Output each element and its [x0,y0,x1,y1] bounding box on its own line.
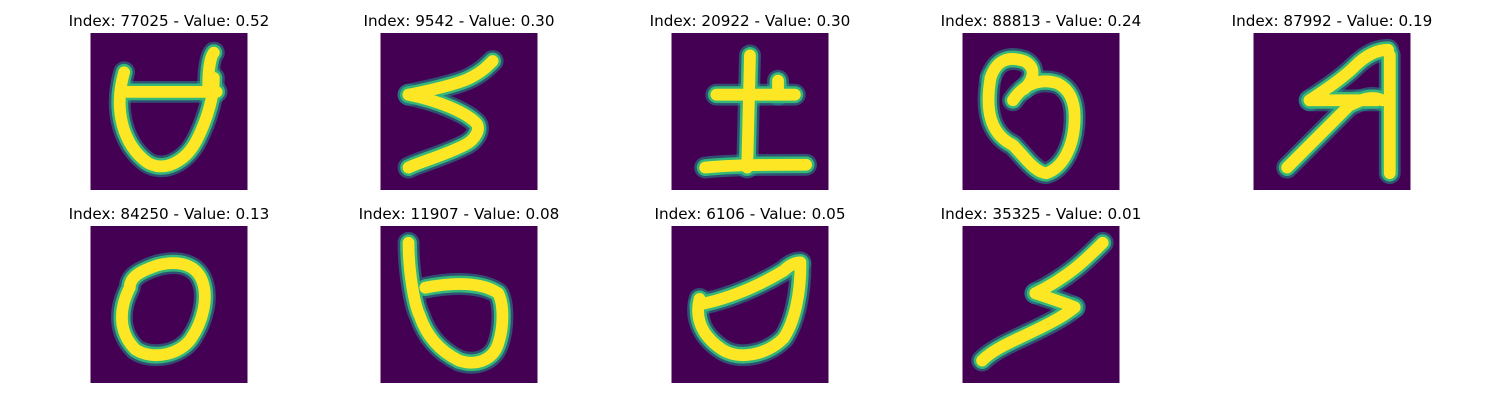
digit-glyph [1253,33,1411,190]
sample-panel: Index: 88813 - Value: 0.24 [931,12,1151,197]
panel-title: Index: 35325 - Value: 0.01 [940,205,1142,223]
panel-title: Index: 11907 - Value: 0.08 [358,205,560,223]
digit-glyph [90,33,248,190]
sample-panel: Index: 20922 - Value: 0.30 [640,12,860,197]
digit-image [380,226,538,383]
sample-panel: Index: 11907 - Value: 0.08 [349,205,569,390]
digit-image [962,226,1120,383]
panel-title: Index: 77025 - Value: 0.52 [68,12,270,30]
digit-glyph [962,33,1120,190]
digit-glyph [671,33,829,190]
panel-title: Index: 84250 - Value: 0.13 [68,205,270,223]
sample-panel: Index: 6106 - Value: 0.05 [640,205,860,390]
digit-image [90,33,248,190]
panel-title: Index: 6106 - Value: 0.05 [654,205,846,223]
digit-image [1253,33,1411,190]
sample-panel: Index: 77025 - Value: 0.52 [59,12,279,197]
digit-glyph [962,226,1120,383]
digit-glyph [671,226,829,383]
sample-panel: Index: 84250 - Value: 0.13 [59,205,279,390]
digit-image [962,33,1120,190]
panel-title: Index: 87992 - Value: 0.19 [1231,12,1433,30]
sample-panel: Index: 87992 - Value: 0.19 [1222,12,1442,197]
digit-image [90,226,248,383]
panel-title: Index: 20922 - Value: 0.30 [649,12,851,30]
digit-glyph [90,226,248,383]
sample-panel: Index: 35325 - Value: 0.01 [931,205,1151,390]
panel-title: Index: 9542 - Value: 0.30 [363,12,555,30]
digit-image [380,33,538,190]
digit-glyph [380,226,538,383]
digit-image [671,33,829,190]
panel-title: Index: 88813 - Value: 0.24 [940,12,1142,30]
sample-panel: Index: 9542 - Value: 0.30 [349,12,569,197]
digit-glyph [380,33,538,190]
digit-image [671,226,829,383]
